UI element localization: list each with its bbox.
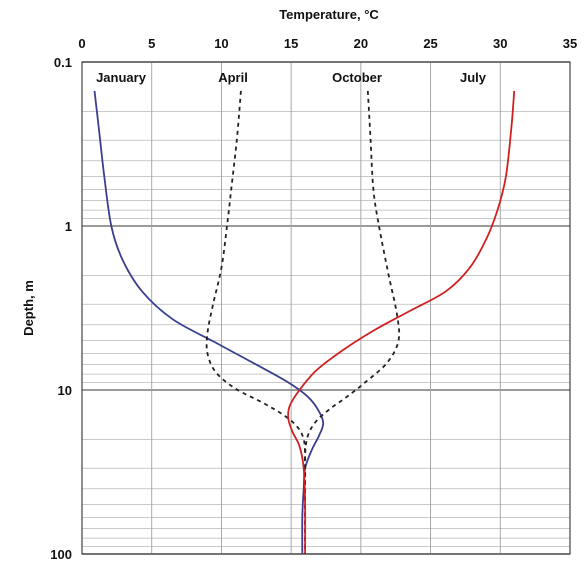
series-labels: January April October July [96, 70, 487, 85]
y-axis-title: Depth, m [21, 280, 36, 336]
series-label-october: October [332, 70, 382, 85]
y-tick-label: 100 [50, 547, 72, 562]
x-tick-label: 15 [284, 36, 298, 51]
y-tick-label: 10 [58, 383, 72, 398]
x-tick-label: 5 [148, 36, 155, 51]
x-tick-label: 35 [563, 36, 577, 51]
x-tick-label: 25 [423, 36, 437, 51]
series-lines [93, 90, 516, 555]
y-tick-labels: 0.1 1 10 100 [50, 55, 72, 562]
plot-frame [81, 61, 571, 555]
x-tick-label: 30 [493, 36, 507, 51]
series-label-january: January [96, 70, 147, 85]
series-line-july [287, 90, 516, 555]
y-tick-label: 0.1 [54, 55, 72, 70]
series-label-july: July [460, 70, 487, 85]
x-axis-title: Temperature, °C [279, 7, 379, 22]
series-label-april: April [218, 70, 248, 85]
grid [81, 61, 571, 555]
x-tick-label: 20 [354, 36, 368, 51]
x-tick-labels: 0 5 10 15 20 25 30 35 [78, 36, 577, 51]
x-tick-label: 10 [214, 36, 228, 51]
x-tick-label: 0 [78, 36, 85, 51]
y-tick-label: 1 [65, 219, 72, 234]
